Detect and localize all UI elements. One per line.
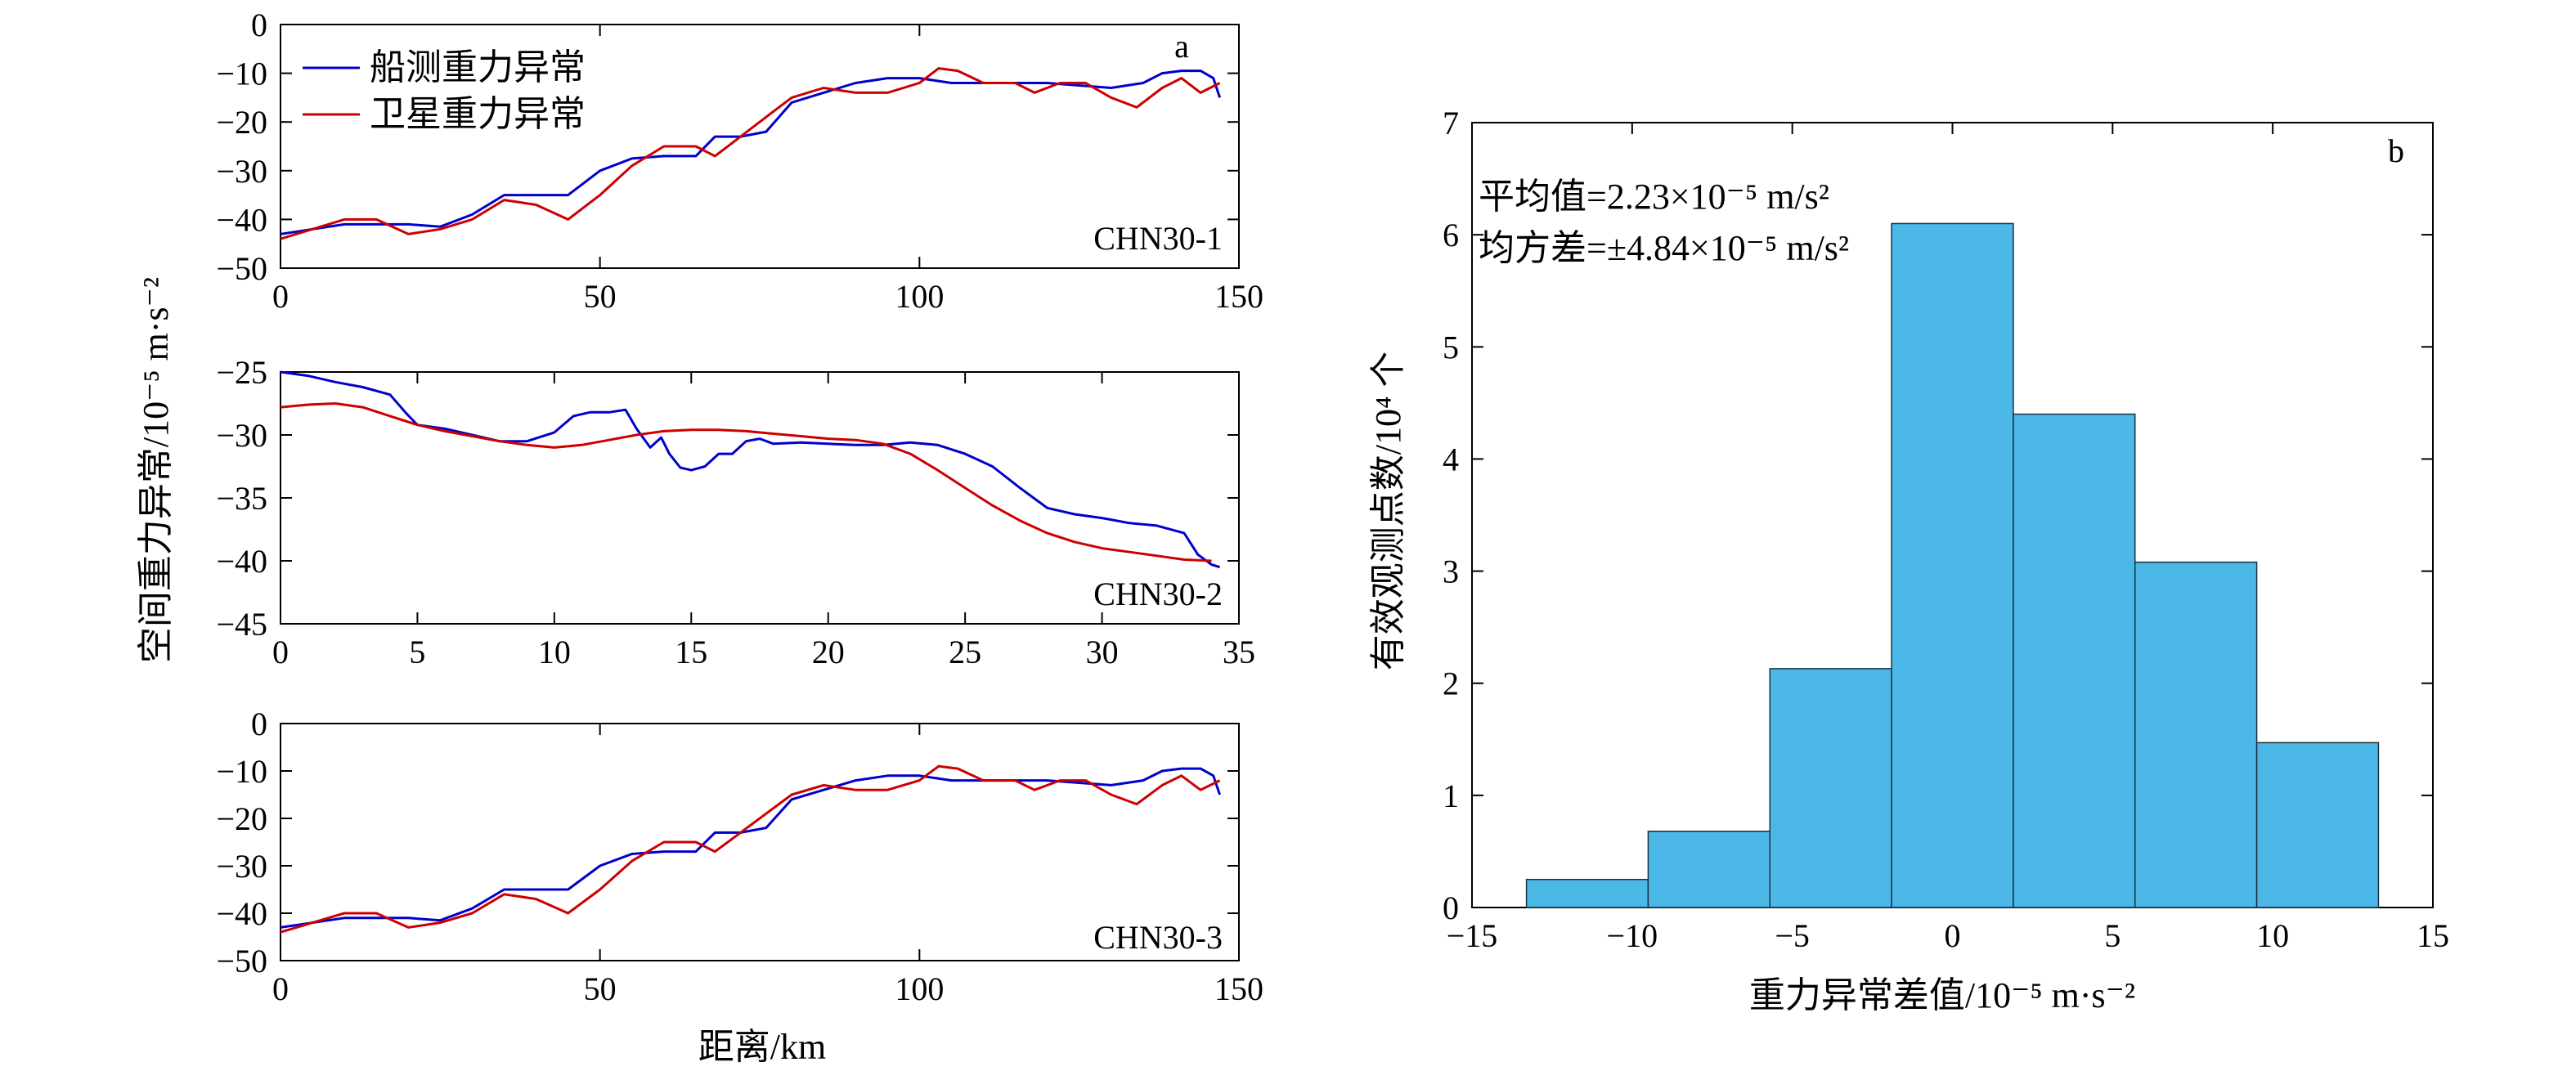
plot-chn30-2: CHN30-2 0 5 10 15 20 25 30 35 −25 −30 −35 −40 −45: [216, 354, 1255, 670]
std-annotation: 均方差=±4.84×10⁻⁵ m/s²: [1479, 228, 1849, 268]
panel-3-ytick-label: −10: [216, 753, 267, 790]
histogram-ytick-label: 2: [1443, 665, 1459, 702]
histogram-xtick-label: −5: [1775, 917, 1810, 954]
panel-1-ytick-label: −40: [216, 201, 267, 238]
panel-3-ytick-label: −40: [216, 895, 267, 932]
plot-chn30-1: a CHN30-1 船测重力异常 卫星重力异常 0 50 100 150 0 −10 −20…: [216, 7, 1263, 315]
legend-label-satellite: 卫星重力异常: [370, 94, 586, 134]
panel-2-ytick-label: −35: [216, 480, 267, 517]
ship-gravity-line: [280, 767, 1222, 929]
histogram-bar: [1647, 830, 1770, 908]
panel-2-xtick-label: 30: [1086, 634, 1119, 670]
legend: 船测重力异常 卫星重力异常: [303, 47, 586, 134]
panel-2-xtick-label: 15: [675, 634, 707, 670]
panel-3-xtick-label: 0: [272, 970, 289, 1007]
histogram-xtick-label: 15: [2417, 917, 2449, 954]
panel-2-xtick-label: 25: [949, 634, 981, 670]
histogram-xtick-label: 0: [1945, 917, 1961, 954]
histogram-ytick-label: 0: [1443, 890, 1459, 926]
profile-label-chn30-2: CHN30-2: [1093, 576, 1223, 612]
panel-2-xtick-label: 5: [409, 634, 425, 670]
panel-3-ytick-label: −50: [216, 943, 267, 979]
panel-3-xtick-label: 100: [895, 970, 944, 1007]
panel-2-ytick-label: −30: [216, 417, 267, 454]
panel-2-xtick-label: 35: [1223, 634, 1255, 670]
panel-1-ytick-label: −30: [216, 153, 267, 190]
panel-letter-b: b: [2388, 132, 2404, 169]
panel-2-ytick-label: −45: [216, 606, 267, 643]
histogram-xtick-label: −15: [1447, 917, 1498, 954]
histogram-panel: 重力异常差值/10⁻⁵ m·s⁻² 有效观测点数/10⁴ 个 −15 −10 −5 0…: [1368, 105, 2449, 1015]
panel-2-xtick-label: 0: [272, 634, 289, 670]
panel-3-xtick-label: 150: [1214, 970, 1263, 1007]
histogram-x-label: 重力异常差值/10⁻⁵ m·s⁻²: [1749, 975, 2135, 1015]
panel-1-ytick-label: −50: [216, 250, 267, 287]
shared-y-label: 空间重力异常/10⁻⁵ m·s⁻²: [136, 277, 176, 663]
histogram-bar: [2134, 561, 2258, 908]
shared-x-label: 距离/km: [698, 1027, 826, 1067]
histogram-bar: [1525, 878, 1649, 908]
plot-chn30-3: CHN30-3 0 50 100 150 0 −10 −20 −30 −40 −50: [216, 706, 1263, 1007]
histogram-xtick-label: −10: [1607, 917, 1658, 954]
histogram-xtick-label: 10: [2256, 917, 2289, 954]
panel-1-xtick-label: 50: [584, 278, 617, 315]
histogram-ytick-label: 1: [1443, 778, 1459, 814]
panel-3-ytick-label: −20: [216, 800, 267, 837]
panel-1-ytick-label: 0: [251, 7, 267, 43]
panel-3-ytick-label: −30: [216, 848, 267, 885]
legend-label-ship: 船测重力异常: [370, 47, 586, 87]
panel-2-xtick-label: 10: [538, 634, 571, 670]
panel-2-xtick-label: 20: [812, 634, 845, 670]
panel-1-ytick-label: −10: [216, 56, 267, 92]
panel-3-frame: [280, 723, 1240, 961]
histogram-ytick-label: 6: [1443, 217, 1459, 253]
histogram-ytick-label: 3: [1443, 553, 1459, 590]
histogram-bar: [2255, 742, 2380, 908]
ship-gravity-line: [280, 69, 1222, 235]
panel-1-xtick-label: 0: [272, 278, 289, 315]
panel-2-ytick-label: −25: [216, 354, 267, 391]
profile-label-chn30-1: CHN30-1: [1093, 220, 1223, 257]
histogram-ytick-label: 7: [1443, 105, 1459, 141]
profile-label-chn30-3: CHN30-3: [1093, 919, 1223, 956]
panel-3-ytick-label: 0: [251, 706, 267, 742]
satellite-gravity-line: [280, 764, 1221, 934]
satellite-gravity-line: [280, 67, 1221, 240]
panel-1-frame: [280, 24, 1240, 269]
panel-2-ytick-label: −40: [216, 543, 267, 580]
satellite-gravity-line: [280, 402, 1212, 562]
panel-letter-a: a: [1174, 28, 1189, 65]
panel-1-xtick-label: 100: [895, 278, 944, 315]
panel-1-ytick-label: −20: [216, 104, 267, 141]
histogram-bar: [1769, 668, 1892, 908]
histogram-ytick-label: 4: [1443, 441, 1459, 477]
histogram-y-label: 有效观测点数/10⁴ 个: [1368, 352, 1408, 671]
histogram-bar: [2013, 413, 2136, 908]
histogram-bar: [1891, 222, 2014, 908]
histogram-xtick-label: 5: [2104, 917, 2120, 954]
histogram-ytick-label: 5: [1443, 329, 1459, 365]
ship-gravity-line: [280, 370, 1221, 569]
mean-annotation: 平均值=2.23×10⁻⁵ m/s²: [1479, 177, 1829, 217]
panel-1-xtick-label: 150: [1214, 278, 1263, 315]
panel-3-xtick-label: 50: [584, 970, 617, 1007]
